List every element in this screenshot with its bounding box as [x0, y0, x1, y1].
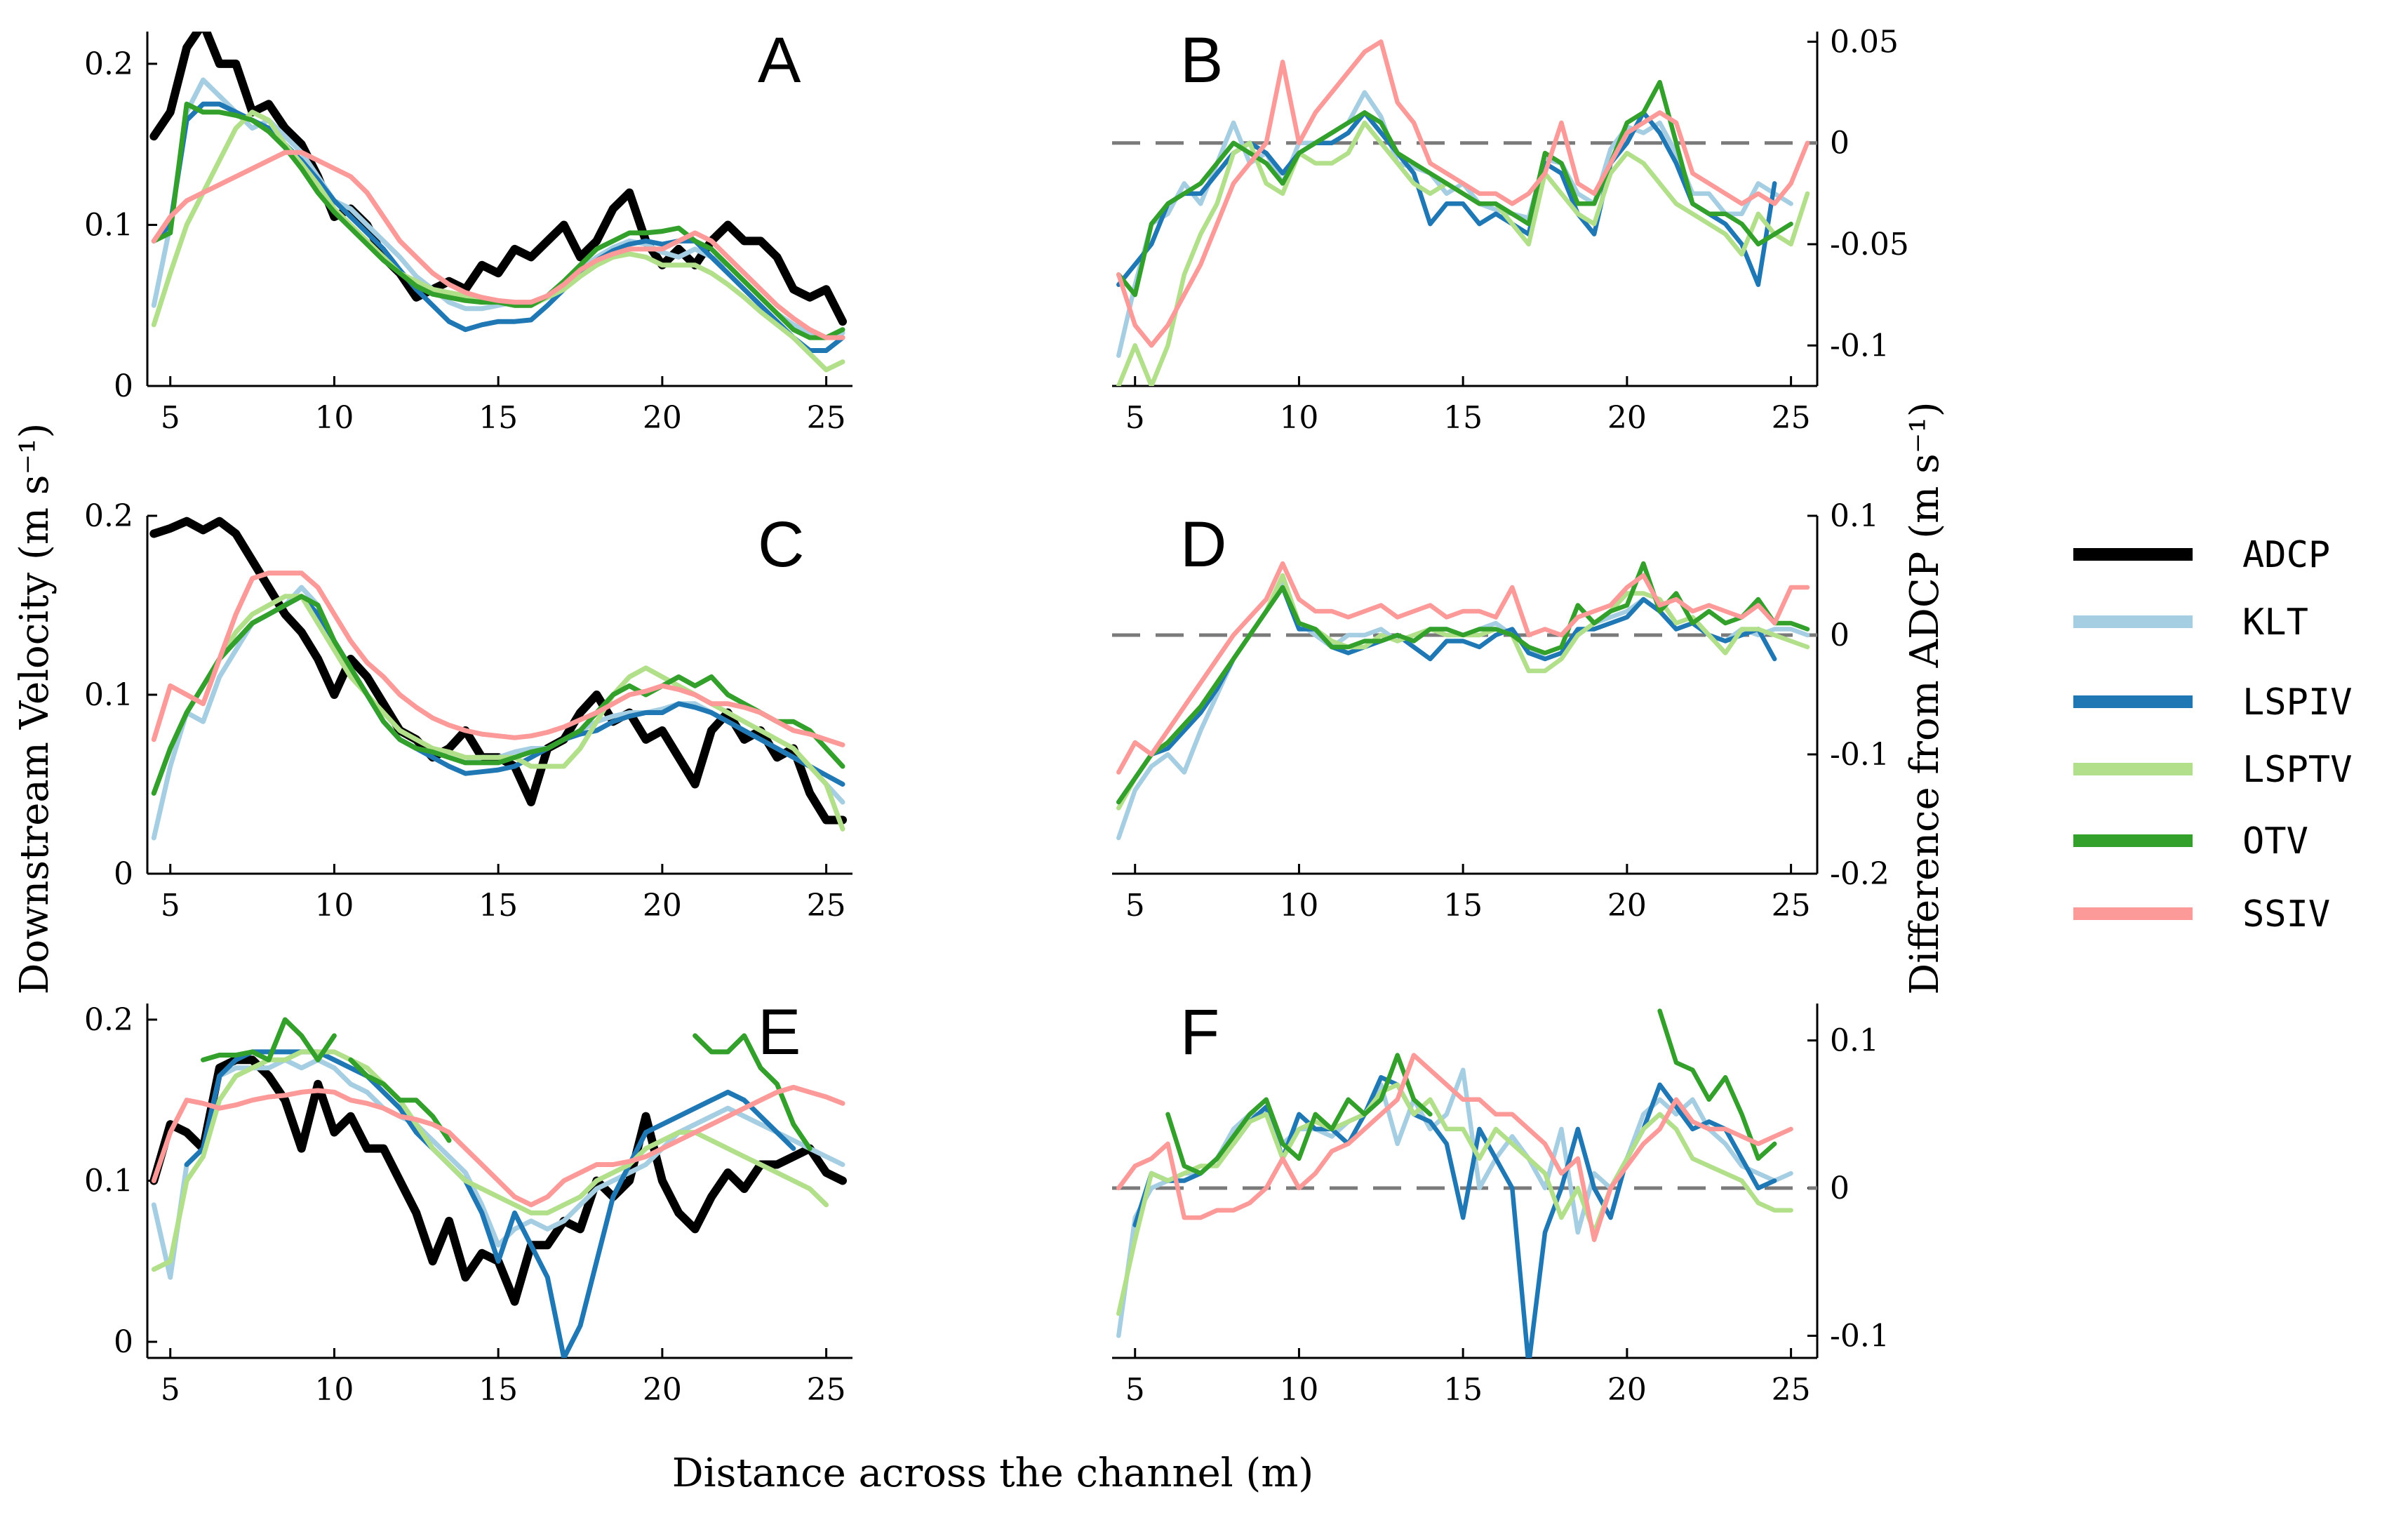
- y-tick-label-d-0: -0.2: [1830, 856, 1889, 892]
- y-tick-label-d-1: -0.1: [1830, 737, 1889, 773]
- series-klt-f: [1116, 1067, 1793, 1338]
- legend-label-adcp: ADCP: [2242, 534, 2330, 576]
- series-ssiv-e: [151, 1084, 845, 1208]
- panel-d: 5 10 15 20 25 -0.2 -0.1 0 0.1 D: [1112, 498, 1889, 924]
- x-tick-label-c-10: 10: [314, 888, 354, 924]
- series-lsptv-c: [151, 594, 845, 832]
- series-ssiv-d: [1116, 561, 1810, 775]
- x-tick-label-d-20: 20: [1607, 888, 1647, 924]
- series-otv-b: [1116, 79, 1793, 298]
- x-tick-label-d-10: 10: [1279, 888, 1318, 924]
- y-tick-label-e-0: 0: [114, 1324, 133, 1360]
- series-adcp-a: [149, 32, 847, 326]
- series-otv-d: [1116, 561, 1810, 805]
- series-otv-e: [201, 1017, 812, 1152]
- series-klt-d: [1116, 579, 1810, 841]
- x-tick-label-c-25: 25: [807, 888, 846, 924]
- y-tick-label-d-3: 0.1: [1830, 498, 1879, 534]
- x-tick-label-f-20: 20: [1607, 1372, 1647, 1408]
- x-tick-label-a-15: 15: [479, 400, 518, 436]
- legend-label-otv: OTV: [2242, 820, 2308, 862]
- x-tick-label-c-15: 15: [479, 888, 518, 924]
- y-tick-label-a-2: 0.2: [84, 46, 133, 82]
- x-tick-label-a-10: 10: [314, 400, 354, 436]
- x-tick-label-d-15: 15: [1443, 888, 1483, 924]
- panel-f: 5 10 15 20 25 -0.1 0 0.1 F: [1112, 997, 1889, 1408]
- x-tick-label-b-20: 20: [1607, 400, 1647, 436]
- y-tick-label-a-1: 0.1: [84, 207, 133, 243]
- y-tick-label-e-1: 0.1: [84, 1164, 133, 1199]
- series-klt-e: [151, 1057, 845, 1280]
- series-lspiv-b: [1116, 110, 1777, 287]
- series-adcp-c: [149, 516, 847, 825]
- panel-letter-f: F: [1180, 997, 1219, 1068]
- panel-c: 5 10 15 20 25 0 0.1 0.2 C: [84, 498, 852, 924]
- series-ssiv-f: [1116, 1053, 1793, 1242]
- y-tick-label-c-0: 0: [114, 856, 133, 892]
- x-tick-label-b-5: 5: [1125, 400, 1145, 436]
- series-otv-c: [151, 594, 845, 796]
- x-tick-label-f-10: 10: [1279, 1372, 1318, 1408]
- y-tick-label-b-3: 0.05: [1830, 24, 1899, 60]
- x-tick-label-e-20: 20: [643, 1372, 682, 1408]
- y-tick-label-b-0: -0.1: [1830, 328, 1889, 364]
- panel-e: 5 10 15 20 25 0 0.1 0.2 E: [84, 997, 852, 1408]
- x-tick-label-f-25: 25: [1772, 1372, 1811, 1408]
- y-tick-label-a-0: 0: [114, 368, 133, 404]
- y-tick-label-c-2: 0.2: [84, 498, 133, 534]
- panel-a: 5 10 15 20 25 0 0.1 0.2 A: [84, 25, 852, 436]
- y-axis-title-right: Difference from ADCP (m s⁻¹): [1902, 401, 1948, 994]
- x-tick-label-b-10: 10: [1279, 400, 1318, 436]
- panel-letter-c: C: [758, 509, 804, 580]
- legend: ADCP KLT LSPIV LSPTV OTV SSIV: [2073, 534, 2353, 935]
- y-tick-label-f-2: 0.1: [1830, 1023, 1879, 1059]
- y-tick-label-f-0: -0.1: [1830, 1318, 1889, 1354]
- x-axis-title: Distance across the channel (m): [672, 1451, 1313, 1496]
- x-tick-label-d-25: 25: [1772, 888, 1811, 924]
- x-tick-label-a-25: 25: [807, 400, 846, 436]
- panel-letter-e: E: [758, 997, 801, 1068]
- x-tick-label-a-5: 5: [161, 400, 180, 436]
- legend-label-klt: KLT: [2242, 601, 2308, 644]
- series-ssiv-c: [151, 571, 845, 747]
- x-tick-label-e-10: 10: [314, 1372, 354, 1408]
- y-tick-label-c-1: 0.1: [84, 677, 133, 713]
- y-tick-label-b-1: -0.05: [1830, 227, 1909, 262]
- series-lspiv-a: [151, 101, 845, 353]
- panel-letter-b: B: [1180, 25, 1223, 96]
- x-tick-label-e-25: 25: [807, 1372, 846, 1408]
- y-tick-label-d-2: 0: [1830, 618, 1850, 653]
- series-ssiv-a: [151, 149, 845, 340]
- panel-b: 5 10 15 20 25 -0.1 -0.05 0 0.05 B: [1112, 24, 1909, 436]
- plots-layer: 5 10 15 20 25 0 0.1 0.2 A 5 10 15 20 25 -0.1 -0.05 0 0.05…: [84, 24, 1909, 1408]
- x-tick-label-c-20: 20: [643, 888, 682, 924]
- y-axis-title-left: Downstream Velocity (m s⁻¹): [12, 423, 58, 995]
- x-tick-label-c-5: 5: [161, 888, 180, 924]
- x-tick-label-e-5: 5: [161, 1372, 180, 1408]
- panel-letter-a: A: [758, 25, 801, 96]
- x-tick-label-b-25: 25: [1772, 400, 1811, 436]
- series-lsptv-b: [1116, 120, 1810, 386]
- legend-label-lsptv: LSPTV: [2242, 749, 2353, 791]
- x-tick-label-f-5: 5: [1125, 1372, 1145, 1408]
- series-otv-f: [1165, 1008, 1777, 1176]
- x-tick-label-e-15: 15: [479, 1372, 518, 1408]
- x-tick-label-a-20: 20: [643, 400, 682, 436]
- series-lspiv-e: [184, 1049, 796, 1358]
- series-lsptv-f: [1116, 1082, 1793, 1317]
- y-tick-label-e-2: 0.2: [84, 1002, 133, 1038]
- series-ssiv-b: [1116, 39, 1810, 348]
- legend-label-lspiv: LSPIV: [2242, 681, 2353, 724]
- series-klt-c: [151, 585, 845, 841]
- x-tick-label-b-15: 15: [1443, 400, 1483, 436]
- series-lspiv-f: [1132, 1074, 1777, 1358]
- x-tick-label-f-15: 15: [1443, 1372, 1483, 1408]
- panel-letter-d: D: [1180, 509, 1226, 580]
- legend-label-ssiv: SSIV: [2242, 893, 2330, 935]
- y-tick-label-b-2: 0: [1830, 126, 1850, 161]
- x-tick-label-d-5: 5: [1125, 888, 1145, 924]
- y-tick-label-f-1: 0: [1830, 1171, 1850, 1206]
